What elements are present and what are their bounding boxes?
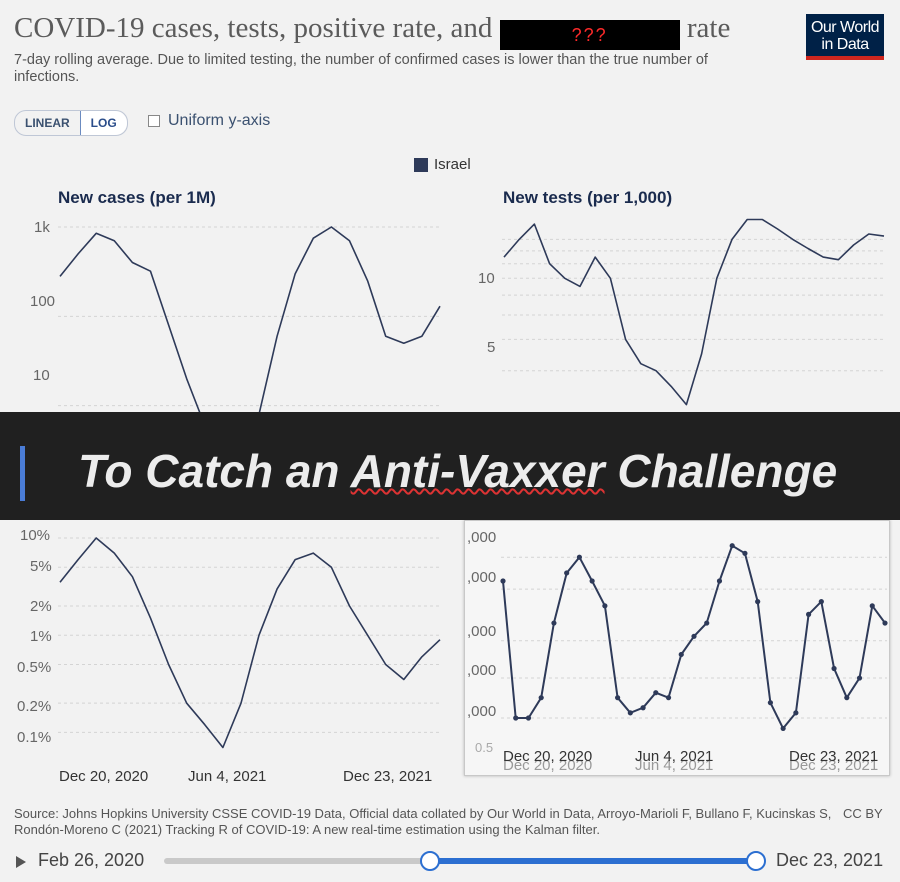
inset-ytick: ,000 <box>467 623 497 640</box>
data-point <box>729 543 735 549</box>
inset-ghost-x-label: Dec 23, 2021 <box>789 757 879 774</box>
inset-ytick: 0.5 <box>475 740 494 755</box>
inset-ytick: ,000 <box>467 662 497 679</box>
data-point <box>653 690 659 696</box>
rate-ytick: 0.1% <box>17 729 52 746</box>
data-point <box>627 710 633 716</box>
inset-x-label: Dec 23, 2021 <box>789 748 879 765</box>
data-point <box>513 715 519 721</box>
rate-ytick: 0.2% <box>17 698 52 715</box>
uniform-y-axis-label: Uniform y-axis <box>168 112 271 129</box>
title-text-end: rate <box>686 12 731 44</box>
data-point <box>665 695 672 701</box>
timeline-selected-range <box>430 858 756 864</box>
data-point <box>767 700 773 706</box>
data-point <box>869 603 875 609</box>
inset-ytick: ,000 <box>467 529 497 546</box>
series-line-israel <box>503 218 885 406</box>
data-point <box>716 578 723 584</box>
rate-ytick: 5% <box>30 558 52 575</box>
tests-ytick: 5 <box>487 339 496 356</box>
banner-text-part: Challenge <box>604 445 838 497</box>
data-point <box>564 570 570 576</box>
banner-text-part: To Catch an <box>78 445 351 497</box>
data-point <box>882 620 888 626</box>
timeline-start-date: Feb 26, 2020 <box>38 850 145 870</box>
title-text-start: COVID-19 cases, tests, positive rate, an… <box>14 12 493 44</box>
banner-text: To Catch an Anti-Vaxxer Challenge <box>78 444 837 498</box>
inset-ytick: ,000 <box>467 703 497 720</box>
rate-ytick: 2% <box>30 598 52 615</box>
data-point <box>856 675 863 681</box>
data-point <box>640 705 646 711</box>
linear-button[interactable]: LINEAR <box>25 116 70 130</box>
inset-plot <box>500 543 888 732</box>
source-note: Source: Johns Hopkins University CSSE CO… <box>14 806 832 837</box>
data-point <box>576 554 582 560</box>
data-point <box>818 599 824 605</box>
data-point <box>755 599 761 605</box>
x-axis-label: Dec 20, 2020 <box>59 768 149 785</box>
cases-ytick: 100 <box>30 293 56 310</box>
legend-label: Israel <box>434 156 471 173</box>
tests-chart-title: New tests (per 1,000) <box>503 188 673 207</box>
cases-ytick: 10 <box>33 367 50 384</box>
rate-plot <box>58 537 442 749</box>
data-point <box>793 710 799 716</box>
inset-ytick: ,000 <box>467 569 497 586</box>
tests-plot <box>502 218 886 406</box>
banner-text-misspelled: Anti-Vaxxer <box>350 445 605 497</box>
inset-x-label: Dec 20, 2020 <box>503 748 593 765</box>
chart-title: COVID-19 cases, tests, positive rate, an… <box>14 12 730 50</box>
data-point <box>615 695 621 701</box>
x-axis-label: Dec 23, 2021 <box>343 768 433 785</box>
owid-logo[interactable]: Our World in Data <box>806 14 884 60</box>
data-point <box>742 550 748 556</box>
scale-toggle: LINEAR LOG <box>14 110 128 136</box>
data-point <box>602 603 608 609</box>
data-point <box>844 695 850 701</box>
inset-ghost-x-label: Jun 4, 2021 <box>635 757 714 774</box>
cases-chart-title: New cases (per 1M) <box>58 188 216 207</box>
cases-plot <box>58 226 442 496</box>
x-axis-label: Jun 4, 2021 <box>188 768 267 785</box>
timeline-end-handle[interactable] <box>746 851 766 871</box>
data-point <box>525 715 532 721</box>
inset-ghost-x-label: Dec 20, 2020 <box>503 757 593 774</box>
data-point <box>831 665 837 672</box>
license-link[interactable]: CC BY <box>843 806 883 821</box>
rate-ytick: 0.5% <box>17 659 52 676</box>
inset-chart-screenshot: ,000 ,000 ,000 ,000 ,000 0.5 Dec 20, 202… <box>464 520 890 776</box>
data-point <box>551 620 557 626</box>
data-point <box>678 651 684 658</box>
logo-line-1: Our World <box>810 19 880 36</box>
tests-ytick: 10 <box>478 270 495 287</box>
data-point <box>691 633 697 639</box>
timeline-end-date: Dec 23, 2021 <box>776 850 884 870</box>
series-line-israel <box>59 537 441 749</box>
data-point <box>806 611 812 617</box>
challenge-banner: To Catch an Anti-Vaxxer Challenge <box>0 412 900 520</box>
data-point <box>780 725 786 732</box>
legend-swatch <box>414 157 428 172</box>
uniform-y-axis-toggle[interactable]: Uniform y-axis <box>148 112 270 130</box>
data-point <box>589 578 595 584</box>
banner-accent-bar <box>20 446 25 501</box>
data-point <box>538 695 544 701</box>
play-icon[interactable] <box>16 856 26 868</box>
checkbox-icon[interactable] <box>148 115 160 127</box>
legend[interactable]: Israel <box>414 156 471 173</box>
log-button[interactable]: LOG <box>79 111 127 135</box>
cases-ytick: 1k <box>34 219 50 236</box>
data-point <box>500 578 506 584</box>
redaction-box: ??? <box>499 20 680 50</box>
rate-ytick: 1% <box>30 628 52 645</box>
rate-ytick: 10% <box>20 527 51 544</box>
inset-x-label: Jun 4, 2021 <box>635 748 714 765</box>
logo-line-2: in Data <box>821 36 869 53</box>
chart-subtitle: 7-day rolling average. Due to limited te… <box>14 52 708 85</box>
data-point <box>704 620 710 626</box>
timeline-start-handle[interactable] <box>420 851 441 871</box>
